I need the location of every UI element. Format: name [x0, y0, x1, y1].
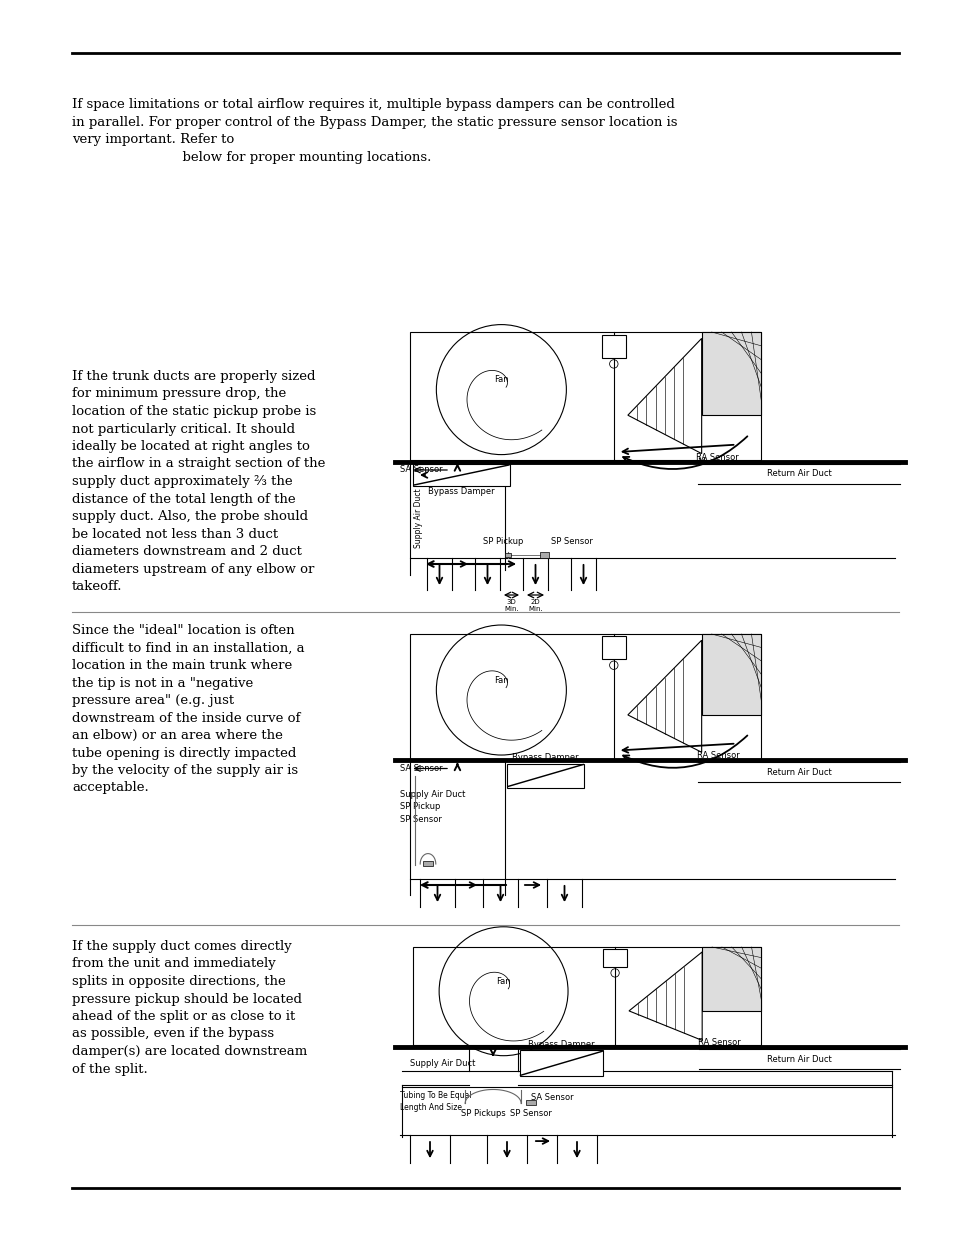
Text: SP Pickups: SP Pickups — [460, 1109, 505, 1119]
Polygon shape — [601, 335, 625, 358]
Polygon shape — [422, 861, 433, 866]
Text: SA Sensor: SA Sensor — [531, 1093, 574, 1103]
Text: Tubing To Be Equal
Length And Size: Tubing To Be Equal Length And Size — [399, 1092, 471, 1112]
Polygon shape — [504, 553, 511, 557]
Text: RA Sensor: RA Sensor — [696, 453, 739, 462]
Polygon shape — [410, 332, 760, 459]
Text: SP Pickup: SP Pickup — [482, 537, 522, 546]
Polygon shape — [602, 948, 627, 967]
Polygon shape — [519, 1050, 602, 1077]
Polygon shape — [627, 640, 700, 752]
Text: Supply Air Duct: Supply Air Duct — [410, 1060, 475, 1068]
Text: If the supply duct comes directly
from the unit and immediately
splits in opposi: If the supply duct comes directly from t… — [71, 940, 307, 1076]
Text: SP Sensor: SP Sensor — [510, 1109, 552, 1119]
Text: Bypass Damper: Bypass Damper — [512, 753, 578, 762]
Text: Bypass Damper: Bypass Damper — [428, 488, 495, 496]
Text: Fan: Fan — [494, 676, 508, 684]
Polygon shape — [700, 634, 760, 715]
Text: If the trunk ducts are properly sized
for minimum pressure drop, the
location of: If the trunk ducts are properly sized fo… — [71, 370, 325, 593]
Text: Fan: Fan — [494, 375, 508, 384]
Text: Supply Air Duct: Supply Air Duct — [414, 489, 423, 548]
Text: 3D
Min.: 3D Min. — [503, 599, 518, 613]
Polygon shape — [627, 338, 700, 453]
Text: SA Sensor: SA Sensor — [399, 764, 442, 773]
Text: Supply Air Duct
SP Pickup: Supply Air Duct SP Pickup — [399, 790, 465, 810]
Text: Fan: Fan — [496, 977, 511, 986]
Text: 2D
Min.: 2D Min. — [528, 599, 542, 613]
Text: below for proper mounting locations.: below for proper mounting locations. — [71, 151, 431, 164]
Polygon shape — [539, 552, 548, 558]
Polygon shape — [601, 636, 625, 659]
Polygon shape — [410, 634, 760, 758]
Text: RA Sensor: RA Sensor — [697, 1039, 740, 1047]
Text: Return Air Duct: Return Air Duct — [766, 469, 831, 478]
Text: If space limitations or total airflow requires it, multiple bypass dampers can b: If space limitations or total airflow re… — [71, 98, 677, 146]
Text: Since the "ideal" location is often
difficult to find in an installation, a
loca: Since the "ideal" location is often diff… — [71, 624, 304, 794]
Polygon shape — [526, 1100, 536, 1105]
Text: SP Sensor: SP Sensor — [399, 815, 441, 825]
Text: Return Air Duct: Return Air Duct — [766, 1055, 831, 1063]
Text: SA Sensor: SA Sensor — [399, 466, 442, 474]
Text: SP Sensor: SP Sensor — [551, 537, 592, 546]
Polygon shape — [700, 332, 760, 415]
Polygon shape — [628, 952, 701, 1040]
Polygon shape — [413, 464, 509, 487]
Text: RA Sensor: RA Sensor — [697, 752, 740, 761]
Text: Return Air Duct: Return Air Duct — [766, 768, 831, 777]
Polygon shape — [506, 763, 583, 788]
Polygon shape — [701, 947, 760, 1011]
Text: Bypass Damper: Bypass Damper — [527, 1040, 594, 1049]
Polygon shape — [413, 947, 760, 1045]
